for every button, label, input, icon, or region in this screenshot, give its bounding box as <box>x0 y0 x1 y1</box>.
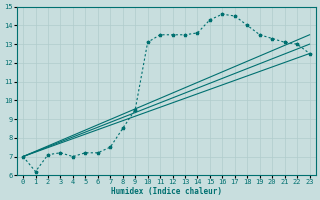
X-axis label: Humidex (Indice chaleur): Humidex (Indice chaleur) <box>111 187 222 196</box>
